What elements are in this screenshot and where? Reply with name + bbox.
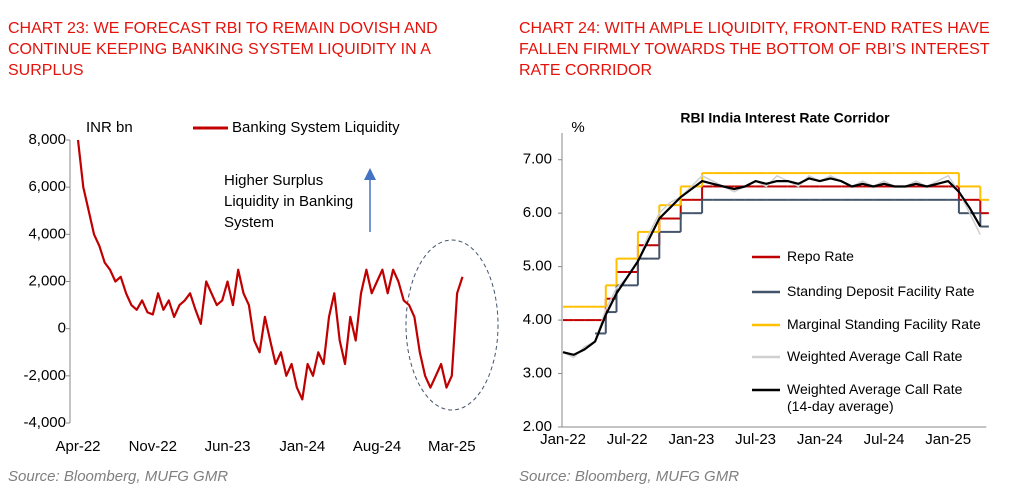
legend-label: Marginal Standing Facility Rate — [787, 316, 981, 332]
y-axis-label: INR bn — [86, 119, 133, 136]
y-tick-label: 3.00 — [523, 365, 552, 382]
x-tick-label: Jul-24 — [864, 431, 905, 448]
x-tick-label: Jan-24 — [797, 431, 843, 448]
legend-label: Weighted Average Call Rate (14-day avera… — [787, 381, 963, 414]
legend-label: Standing Deposit Facility Rate — [787, 283, 975, 299]
y-axis-label: % — [571, 119, 584, 136]
line — [562, 177, 982, 356]
annotation: Higher Surplus Liquidity in Banking Syst… — [224, 172, 354, 231]
y-tick-label: 4.00 — [523, 311, 552, 328]
x-tick-label: Jan-25 — [925, 431, 971, 448]
chart-subtitle: RBI India Interest Rate Corridor — [680, 110, 890, 126]
highlight-ellipse — [405, 239, 499, 411]
x-tick-label: Mar-25 — [428, 438, 476, 455]
y-tick-label: 2,000 — [28, 272, 66, 289]
chart-title: CHART 23: WE FORECAST RBI TO REMAIN DOVI… — [8, 20, 438, 79]
y-tick-label: 2.00 — [523, 418, 552, 435]
y-tick-label: -2,000 — [23, 367, 66, 384]
y-tick-label: 0 — [58, 320, 66, 337]
x-tick-label: Jan-24 — [279, 438, 325, 455]
legend-label: Banking System Liquidity — [232, 119, 400, 136]
x-tick-label: Jul-23 — [735, 431, 776, 448]
x-tick-label: Jan-22 — [540, 431, 586, 448]
legend-label: Repo Rate — [787, 248, 854, 264]
x-tick-label: Aug-24 — [353, 438, 401, 455]
x-tick-label: Jun-23 — [205, 438, 251, 455]
line — [76, 139, 464, 401]
source: Source: Bloomberg, MUFG GMR — [519, 468, 740, 485]
source: Source: Bloomberg, MUFG GMR — [8, 468, 229, 485]
x-tick-label: Jul-22 — [607, 431, 648, 448]
y-tick-label: 8,000 — [28, 131, 66, 148]
legend-label: Weighted Average Call Rate — [787, 348, 963, 364]
chart-title: CHART 24: WITH AMPLE LIQUIDITY, FRONT-EN… — [519, 20, 990, 79]
y-tick-label: 6.00 — [523, 204, 552, 221]
y-tick-label: 5.00 — [523, 258, 552, 275]
x-tick-label: Jan-23 — [668, 431, 714, 448]
y-tick-label: -4,000 — [23, 414, 66, 431]
x-tick-label: Nov-22 — [129, 438, 177, 455]
y-tick-label: 6,000 — [28, 178, 66, 195]
y-tick-label: 7.00 — [523, 151, 552, 168]
x-tick-label: Apr-22 — [55, 438, 100, 455]
y-tick-label: 4,000 — [28, 225, 66, 242]
